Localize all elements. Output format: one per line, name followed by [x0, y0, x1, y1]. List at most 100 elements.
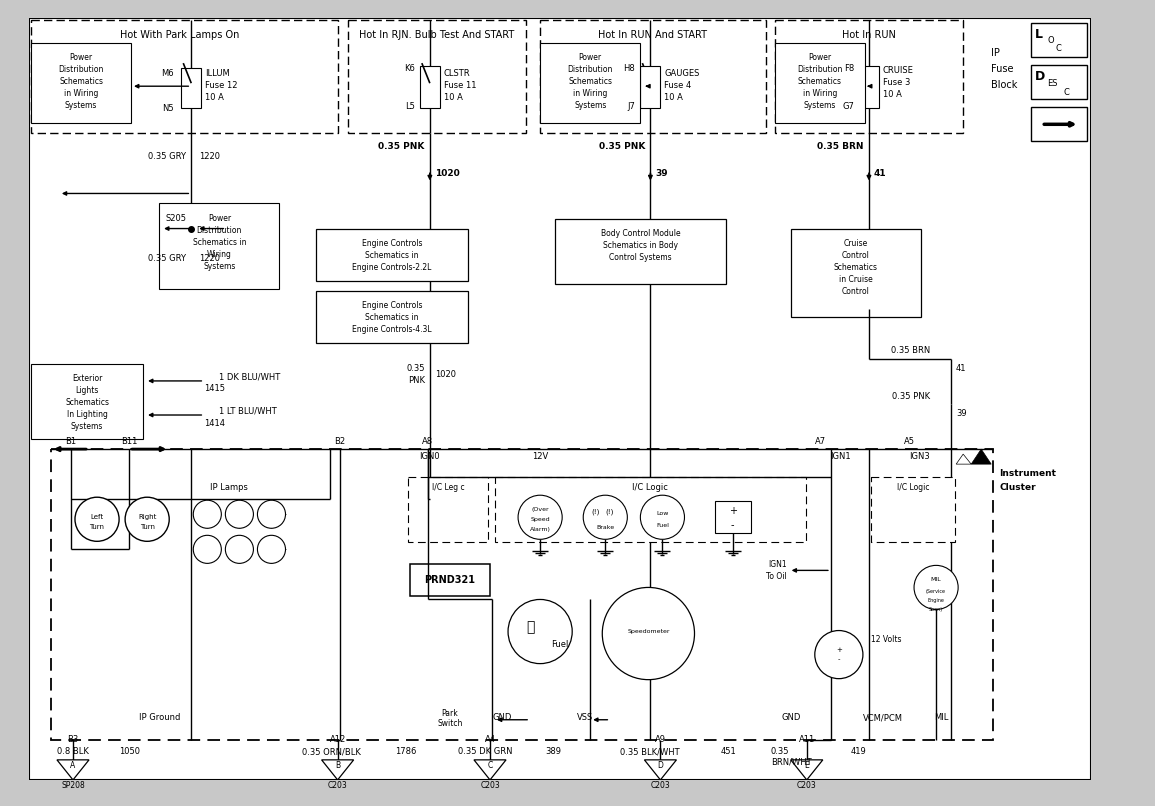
Text: Systems: Systems: [65, 102, 97, 110]
Text: B: B: [335, 762, 341, 771]
Bar: [495, 477, 806, 542]
Bar: [827, 642, 851, 659]
Bar: [315, 291, 468, 343]
Text: Schematics: Schematics: [59, 77, 103, 86]
Text: 0.35 ORN/BLK: 0.35 ORN/BLK: [301, 747, 360, 756]
Text: Block: Block: [991, 80, 1018, 90]
Text: Fuse 12: Fuse 12: [206, 81, 238, 89]
Text: ES: ES: [1048, 79, 1058, 88]
Text: 1220: 1220: [200, 152, 221, 161]
Text: Fuse 3: Fuse 3: [882, 77, 910, 87]
Text: Instrument: Instrument: [999, 469, 1057, 478]
Bar: [31, 20, 337, 133]
Text: PRND321: PRND321: [424, 575, 476, 585]
Text: 10 A: 10 A: [664, 93, 684, 102]
Text: IP Lamps: IP Lamps: [210, 483, 248, 492]
Text: Fuel: Fuel: [551, 640, 569, 649]
Bar: [410, 564, 490, 596]
Text: IGN1: IGN1: [830, 451, 851, 460]
Text: Cruise: Cruise: [844, 239, 869, 247]
Text: ILLUM: ILLUM: [206, 69, 230, 77]
Text: Turn: Turn: [140, 524, 155, 530]
Text: 0.35 BRN: 0.35 BRN: [818, 142, 864, 151]
Text: in Cruise: in Cruise: [839, 275, 873, 284]
Text: E: E: [804, 762, 810, 771]
Text: L: L: [1035, 28, 1043, 41]
Text: C203: C203: [480, 781, 500, 791]
Text: Control Systems: Control Systems: [609, 252, 672, 262]
Text: MIL: MIL: [934, 713, 948, 722]
Text: (!): (!): [605, 509, 613, 516]
Text: Low: Low: [656, 511, 669, 516]
Text: H8: H8: [624, 64, 635, 73]
Text: 1414: 1414: [204, 418, 225, 427]
Text: Systems: Systems: [70, 422, 103, 431]
Text: 39: 39: [655, 169, 668, 178]
Text: GND: GND: [781, 713, 800, 722]
Text: Wiring: Wiring: [207, 250, 232, 259]
Text: Park: Park: [441, 709, 459, 718]
Text: In Lighting: In Lighting: [67, 410, 107, 419]
Bar: [871, 477, 955, 542]
Circle shape: [258, 535, 285, 563]
Text: A9: A9: [655, 735, 666, 744]
Circle shape: [519, 495, 562, 539]
Circle shape: [508, 600, 572, 663]
Text: Fuel: Fuel: [656, 523, 669, 528]
Text: Left: Left: [90, 514, 104, 520]
Text: -: -: [837, 657, 840, 663]
Text: 419: 419: [851, 747, 866, 756]
Text: Schematics: Schematics: [65, 398, 109, 407]
Text: 0.35 PNK: 0.35 PNK: [599, 142, 646, 151]
Text: IGN3: IGN3: [909, 451, 930, 460]
Circle shape: [75, 497, 119, 542]
Bar: [181, 69, 201, 108]
Text: in Wiring: in Wiring: [64, 89, 98, 98]
Text: B1: B1: [66, 437, 76, 446]
Text: Systems: Systems: [804, 102, 836, 110]
Text: 41: 41: [956, 364, 967, 373]
Text: Power: Power: [808, 53, 832, 62]
Text: IGN0: IGN0: [419, 451, 440, 460]
Text: Schematics: Schematics: [568, 77, 612, 86]
Text: Hot In RUN: Hot In RUN: [842, 30, 896, 40]
Text: N5: N5: [163, 104, 174, 113]
Text: 1020: 1020: [435, 169, 460, 178]
Text: 0.8 BLK: 0.8 BLK: [57, 747, 89, 756]
Text: VCM/PCM: VCM/PCM: [863, 713, 903, 722]
Text: (!): (!): [591, 509, 599, 516]
Circle shape: [914, 565, 959, 609]
Polygon shape: [956, 454, 971, 464]
Text: Systems: Systems: [574, 102, 606, 110]
Text: Alarm): Alarm): [530, 527, 551, 532]
Circle shape: [258, 501, 285, 528]
Bar: [51, 449, 993, 740]
Text: VSS: VSS: [578, 713, 594, 722]
Bar: [31, 43, 132, 123]
Text: MIL: MIL: [931, 577, 941, 582]
Bar: [419, 66, 440, 108]
Text: Speed: Speed: [530, 517, 550, 521]
Polygon shape: [321, 760, 353, 780]
Circle shape: [640, 495, 685, 539]
Text: +: +: [729, 506, 737, 517]
Text: 0.35 GRY: 0.35 GRY: [148, 254, 186, 263]
Text: C203: C203: [797, 781, 817, 791]
Text: Brake: Brake: [596, 525, 614, 530]
Text: Hot With Park Lamps On: Hot With Park Lamps On: [120, 30, 239, 40]
Text: in Wiring: in Wiring: [803, 89, 837, 98]
Text: Fuse: Fuse: [991, 64, 1014, 74]
Circle shape: [602, 588, 694, 679]
Text: Systems: Systems: [203, 262, 236, 271]
Bar: [775, 43, 865, 123]
Polygon shape: [644, 760, 677, 780]
Text: Control: Control: [842, 251, 870, 260]
Text: in Wiring: in Wiring: [573, 89, 608, 98]
Text: J7: J7: [627, 102, 635, 110]
Text: Engine Controls-4.3L: Engine Controls-4.3L: [352, 325, 432, 334]
Circle shape: [225, 535, 253, 563]
Circle shape: [193, 501, 222, 528]
Text: 389: 389: [545, 747, 561, 756]
Text: GND: GND: [492, 713, 512, 722]
Bar: [556, 218, 725, 284]
